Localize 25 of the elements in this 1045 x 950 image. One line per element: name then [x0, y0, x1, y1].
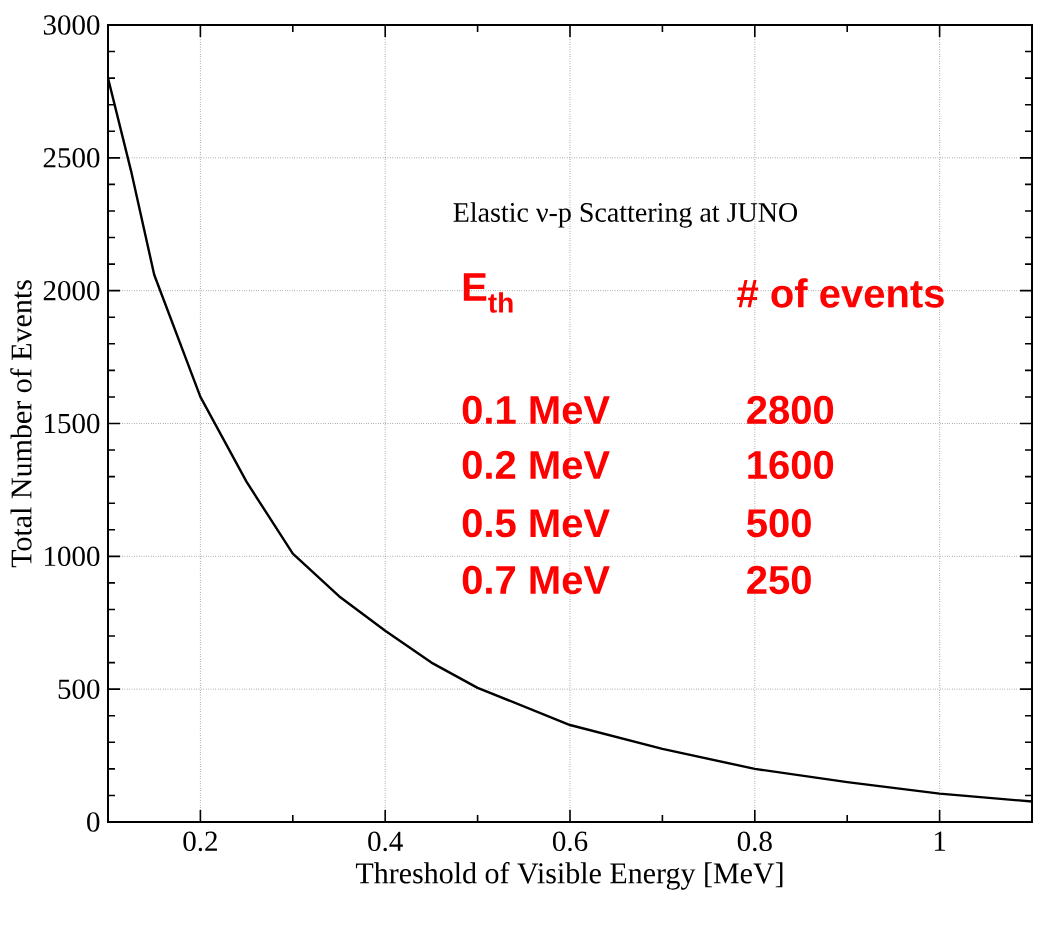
annotation: 0.2 MeV [462, 450, 610, 480]
annotation: Elastic ν-p Scattering at JUNO [453, 202, 798, 228]
x-tick-label: 0.2 [183, 831, 217, 852]
y-tick-label: 2500 [43, 148, 100, 168]
y-axis-title: Total Number of Events [10, 280, 32, 568]
x-tick-label: 0.6 [552, 831, 588, 852]
x-tick-label: 0.4 [368, 831, 403, 852]
annotation: # of events [737, 278, 944, 308]
x-tick-label: 1 [934, 831, 946, 851]
y-tick-label: 2000 [43, 280, 100, 301]
annotation: 500 [747, 508, 811, 538]
annotation: 2800 [747, 395, 834, 425]
annotation: 1600 [748, 450, 834, 480]
y-tick-label: 1500 [45, 413, 100, 434]
y-tick-label: 0 [87, 812, 100, 832]
annotation: 0.7 MeV [462, 565, 610, 595]
y-tick-label: 1000 [45, 546, 100, 567]
annotation: 0.5 MeV [462, 508, 610, 538]
x-axis-title: Threshold of Visible Energy [MeV] [355, 862, 783, 890]
annotation: 250 [747, 565, 811, 595]
annotation: 0.1 MeV [462, 395, 610, 425]
y-tick-label: 3000 [43, 15, 100, 35]
x-tick-label: 0.8 [737, 831, 772, 852]
y-tick-label: 500 [58, 679, 100, 699]
annotation: E$_{th}$ [463, 273, 513, 313]
